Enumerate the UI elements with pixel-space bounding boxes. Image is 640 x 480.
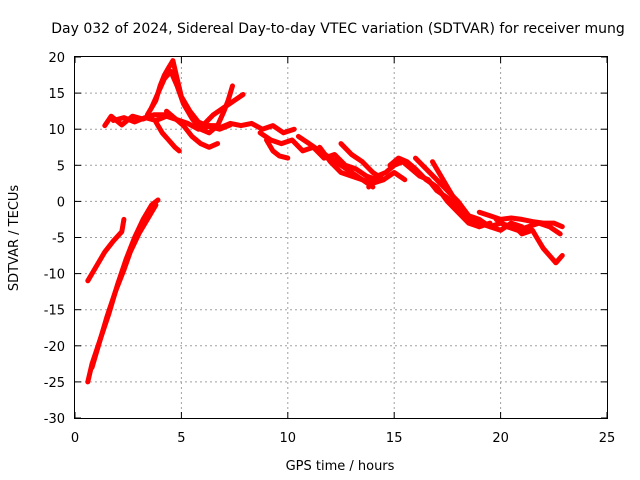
y-tick-label: 0 [57, 195, 65, 210]
chart-title: Day 032 of 2024, Sidereal Day-to-day VTE… [51, 21, 625, 37]
series-line-trace-21 [476, 209, 565, 230]
y-tick-label: -15 [44, 304, 65, 319]
y-tick-label: -20 [44, 340, 65, 355]
y-tick-label: 5 [57, 159, 65, 174]
series-line-trace-18 [387, 155, 493, 230]
grid-lines [75, 57, 607, 418]
series-line-trace-11 [195, 120, 297, 136]
y-tick-label: 20 [48, 51, 65, 66]
y-tick-label: 15 [48, 87, 65, 102]
series-line-trace-22 [493, 216, 563, 237]
series-line-trace-8 [164, 108, 221, 150]
x-tick-label: 15 [386, 431, 403, 446]
y-axis-label: SDTVAR / TECUs [7, 185, 22, 292]
series-line-trace-9 [153, 119, 182, 154]
series-line-trace-10 [200, 92, 246, 129]
series-line-trace-23 [508, 220, 565, 266]
x-tick-label: 5 [177, 431, 185, 446]
series-line-trace-1 [85, 216, 127, 284]
series-line-trace-16 [338, 141, 408, 183]
plot-series [85, 58, 565, 385]
x-tick-label: 25 [599, 431, 616, 446]
axis-ticks: 0 5 10 15 20 25 -30 -25 -20 -15 -10 -5 0 5 10 15 20 [44, 51, 616, 446]
x-axis-label: GPS time / hours [286, 459, 395, 474]
x-tick-label: 20 [492, 431, 509, 446]
y-tick-label: 10 [48, 123, 65, 138]
x-tick-label: 10 [280, 431, 297, 446]
y-tick-label: -5 [52, 232, 65, 247]
series-line-trace-13 [264, 137, 291, 161]
series-line-trace-4 [102, 112, 167, 129]
x-tick-label: 0 [71, 431, 79, 446]
series-line-trace-7 [149, 68, 235, 136]
y-tick-label: -25 [44, 376, 65, 391]
y-tick-label: -30 [44, 412, 65, 427]
series-line-trace-3 [89, 202, 159, 370]
plot-frame [74, 56, 608, 419]
y-tick-label: -10 [44, 268, 65, 283]
